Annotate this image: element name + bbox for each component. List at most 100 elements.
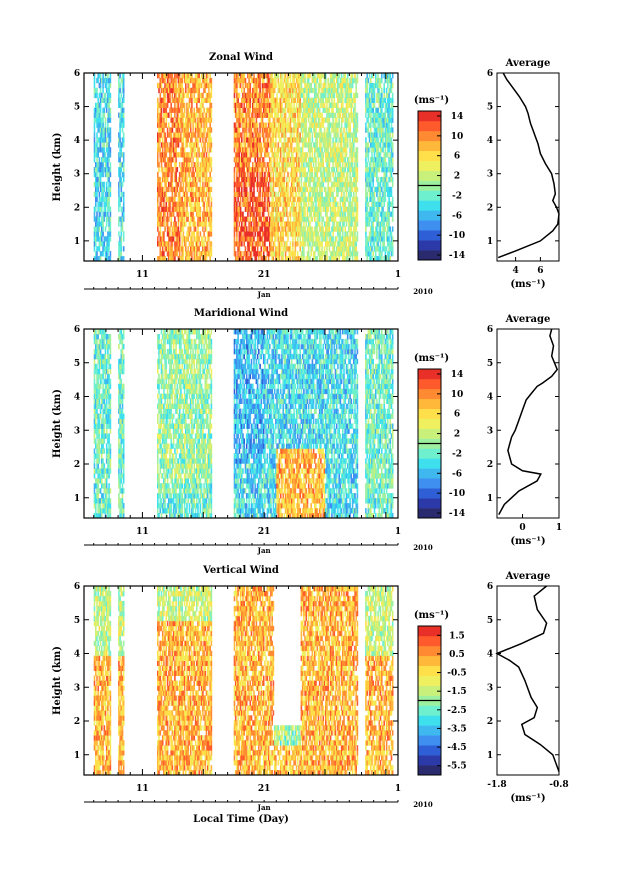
heatmap-cell xyxy=(163,127,165,133)
heatmap-cell xyxy=(177,97,180,103)
heatmap-cell xyxy=(259,82,261,89)
heatmap-cell xyxy=(238,186,241,193)
heatmap-cell xyxy=(344,117,346,123)
heatmap-cell xyxy=(286,191,288,197)
heatmap-cell xyxy=(297,196,299,202)
heatmap-cell xyxy=(181,102,183,108)
heatmap-cell xyxy=(266,221,269,227)
heatmap-cell xyxy=(252,132,254,138)
heatmap-cell xyxy=(161,191,164,197)
heatmap-cell xyxy=(323,206,326,212)
heatmap-cell xyxy=(238,157,241,163)
heatmap-cell xyxy=(277,251,280,257)
heatmap-cell xyxy=(171,191,174,197)
heatmap-cell xyxy=(356,236,359,242)
heatmap-cell xyxy=(160,191,163,197)
heatmap-cell xyxy=(338,231,340,237)
heatmap-cell xyxy=(242,256,244,262)
heatmap-cell xyxy=(198,167,200,173)
heatmap-cell xyxy=(176,251,179,257)
heatmap-cell xyxy=(163,241,165,247)
heatmap-cell xyxy=(322,171,325,178)
heatmap-cell xyxy=(187,186,189,193)
heatmap-cell xyxy=(314,211,316,217)
heatmap-cell xyxy=(203,171,205,178)
heatmap-cell xyxy=(350,97,353,103)
heatmap-cell xyxy=(346,122,349,128)
heatmap-cell xyxy=(159,92,162,99)
heatmap-cell xyxy=(236,147,238,153)
heatmap-cell xyxy=(209,171,211,178)
heatmap-cell xyxy=(252,226,254,232)
heatmap-cell xyxy=(236,87,238,94)
heatmap-cell xyxy=(353,171,355,178)
heatmap-cell xyxy=(310,102,312,108)
heatmap-cell xyxy=(286,221,288,227)
heatmap-cell xyxy=(321,181,323,188)
heatmap-cell xyxy=(299,246,301,252)
heatmap-cell xyxy=(350,92,353,99)
heatmap-cell xyxy=(334,176,337,183)
heatmap-cell xyxy=(289,147,292,153)
heatmap-cell xyxy=(99,122,102,128)
heatmap-cell xyxy=(170,102,172,108)
heatmap-cell xyxy=(345,196,348,202)
heatmap-cell xyxy=(109,216,112,222)
heatmap-cell xyxy=(315,127,317,133)
heatmap-cell xyxy=(242,162,244,168)
heatmap-cell xyxy=(311,112,314,118)
heatmap-cell xyxy=(200,73,203,79)
heatmap-cell xyxy=(301,147,304,153)
heatmap-cell xyxy=(354,73,356,79)
heatmap-cell xyxy=(209,102,211,108)
heatmap-cell xyxy=(93,107,96,113)
heatmap-cell xyxy=(181,246,183,252)
heatmap-cell xyxy=(346,196,349,202)
heatmap-cell xyxy=(164,167,166,173)
heatmap-cell xyxy=(120,147,123,153)
heatmap-cell xyxy=(337,162,339,168)
heatmap-cell xyxy=(346,73,349,79)
heatmap-cell xyxy=(175,251,177,257)
heatmap-cell xyxy=(248,87,250,94)
heatmap-cell xyxy=(170,142,172,148)
heatmap-cell xyxy=(101,196,103,202)
heatmap-cell xyxy=(368,196,371,202)
heatmap-cell xyxy=(333,147,336,153)
heatmap-cell xyxy=(271,211,273,217)
heatmap-cell xyxy=(350,162,353,168)
heatmap-cell xyxy=(255,206,258,212)
heatmap-cell xyxy=(239,236,242,242)
heatmap-cell xyxy=(255,152,258,158)
heatmap-cell xyxy=(109,251,112,257)
heatmap-cell xyxy=(105,127,108,133)
heatmap-cell xyxy=(325,137,327,143)
heatmap-cell xyxy=(321,117,323,123)
heatmap-cell xyxy=(96,112,98,118)
heatmap-cell xyxy=(95,176,97,183)
heatmap-cell xyxy=(256,132,259,138)
heatmap-cell xyxy=(205,226,208,232)
heatmap-cell xyxy=(265,82,267,89)
heatmap-cell xyxy=(279,152,282,158)
heatmap-cell xyxy=(237,256,239,262)
heatmap-cell xyxy=(272,206,275,212)
heatmap-cell xyxy=(193,251,196,257)
heatmap-cell xyxy=(183,152,186,158)
heatmap-cell xyxy=(326,147,328,153)
heatmap-cell xyxy=(119,87,121,94)
heatmap-cell xyxy=(261,167,264,173)
heatmap-cell xyxy=(239,181,242,188)
heatmap-cell xyxy=(342,112,344,118)
heatmap-cell xyxy=(315,77,317,84)
heatmap-cell xyxy=(107,132,109,138)
heatmap-cell xyxy=(202,147,204,153)
heatmap-cell xyxy=(122,82,125,89)
heatmap-cell xyxy=(208,201,210,207)
heatmap-cell xyxy=(284,137,287,143)
heatmap-cell xyxy=(339,231,342,237)
heatmap-cell xyxy=(183,167,186,173)
heatmap-cell xyxy=(345,92,348,99)
heatmap-cell xyxy=(338,73,340,79)
heatmap-cell xyxy=(120,206,123,212)
